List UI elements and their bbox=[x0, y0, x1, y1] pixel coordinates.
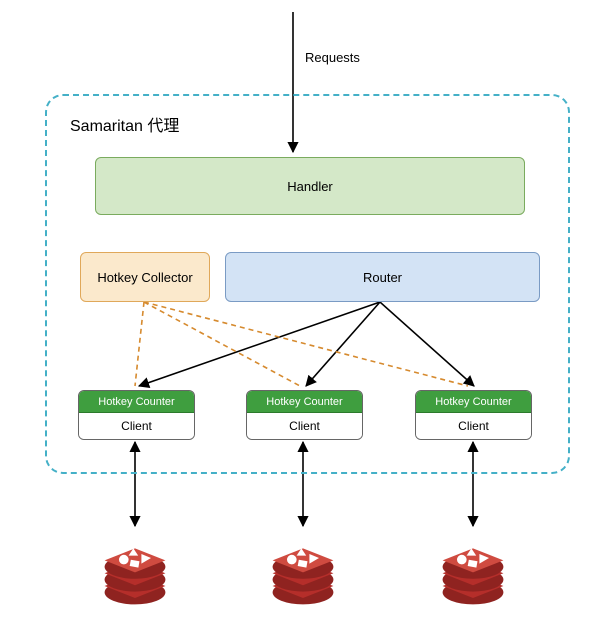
redis-node bbox=[433, 530, 513, 610]
client-group: Hotkey CounterClient bbox=[246, 390, 363, 440]
redis-node bbox=[95, 530, 175, 610]
router-box: Router bbox=[225, 252, 540, 302]
redis-node bbox=[263, 530, 343, 610]
redis-icon bbox=[95, 530, 175, 610]
diagram-canvas: Requests Samaritan 代理 Handler Hotkey Col… bbox=[0, 0, 602, 638]
hotkey-counter-header: Hotkey Counter bbox=[247, 391, 362, 413]
client-group: Hotkey CounterClient bbox=[415, 390, 532, 440]
redis-icon bbox=[433, 530, 513, 610]
hotkey-collector-box: Hotkey Collector bbox=[80, 252, 210, 302]
hotkey-counter-header: Hotkey Counter bbox=[416, 391, 531, 413]
redis-icon bbox=[263, 530, 343, 610]
client-group: Hotkey CounterClient bbox=[78, 390, 195, 440]
client-body: Client bbox=[79, 413, 194, 439]
requests-label: Requests bbox=[305, 50, 360, 65]
handler-box: Handler bbox=[95, 157, 525, 215]
client-body: Client bbox=[247, 413, 362, 439]
client-body: Client bbox=[416, 413, 531, 439]
hotkey-counter-header: Hotkey Counter bbox=[79, 391, 194, 413]
container-title: Samaritan 代理 bbox=[70, 112, 179, 136]
